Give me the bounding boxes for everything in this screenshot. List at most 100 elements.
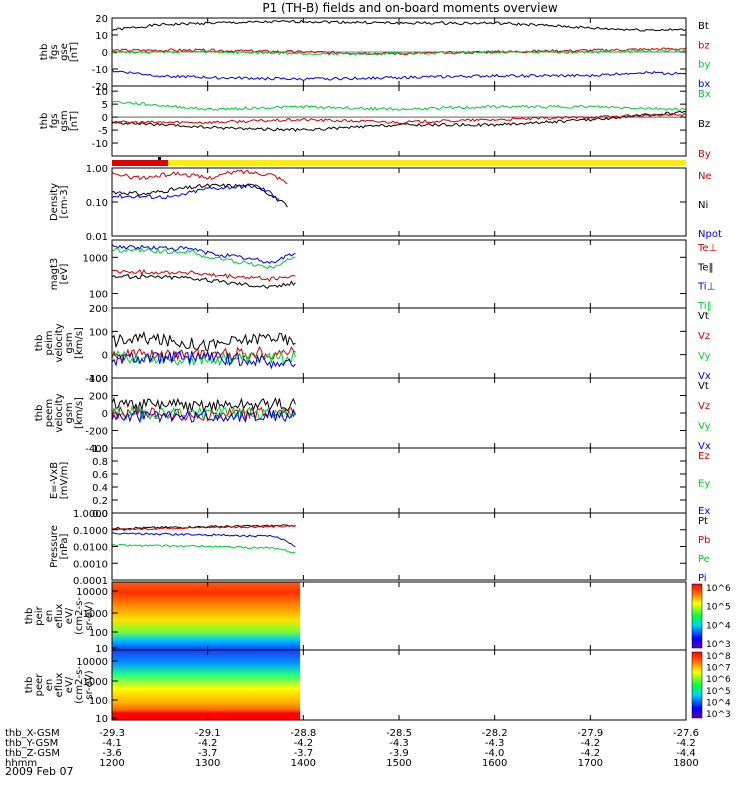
panel-8: 1.0000 0.1000 0.0100 0.0010 0.0001Pressure[n… [49,509,710,587]
legend-entry: By [698,149,711,160]
y-tick-label: -20 [92,82,108,93]
colorbar-tick-label: 10^5 [706,603,731,613]
state-bar-red [112,160,168,166]
legend-entry: Te‖ [697,262,714,273]
panel-frame [111,85,687,157]
legend-entry: Vy [698,421,711,432]
ephemeris-value: 1800 [673,758,698,769]
panel-7: 1.0 0.8 0.6 0.4 0.2 0.0 E=-VxB[mV/m] Ez Ey Ex [49,444,710,520]
date-label: 2009 Feb 07 [5,765,73,778]
legend-entry: Pt [698,516,708,527]
y-tick-label: -10 [92,65,108,76]
figure-title: P1 (TH-B) fields and on-board moments ov… [262,1,558,15]
y-tick-label: 100 [89,696,108,707]
y-tick-label: 10000 [76,657,108,668]
y-tick-label: 200 [89,392,108,403]
legend-entry: bx [698,79,710,90]
legend-entry: Pb [698,535,710,546]
colorbar-tick-label: 10^3 [706,640,731,650]
legend-entry: Bx [698,89,711,100]
y-tick-label: 0.0100 [73,543,108,554]
spectrogram-image [112,650,301,720]
series-line-bx [111,69,687,81]
panel-4: 1000 100 magt3[eV] Te⊥ Te‖ Ti⊥ Ti‖ [49,239,717,312]
y-tick-label: 10 [95,644,108,655]
colorbar-tick-label: 10^6 [706,584,731,594]
ephemeris-value: -3.9 [389,748,409,759]
ephemeris-value: 1700 [578,758,603,769]
legend-entry: Ey [698,479,710,490]
y-tick-label: -400 [85,444,108,455]
y-tick-label: 10 [95,31,108,42]
legend-entry: Vz [698,401,710,412]
ephemeris-label: thb_Y-GSM [5,738,58,749]
y-tick-label: 0.1000 [73,526,108,537]
y-tick-label: 0 [102,113,108,124]
y-tick-label: 1000 [83,253,108,264]
ephemeris-value: -27.6 [673,728,699,739]
y-tick-label: -100 [85,374,108,385]
y-axis-label: Pressure[nPa] [49,525,70,568]
ephemeris-value: -4.2 [294,738,314,749]
y-tick-label: 400 [89,374,108,385]
y-axis-label: E=-VxB[mV/m] [49,462,70,500]
legend-entry: Pe [698,554,710,565]
ephemeris-value: -28.5 [386,728,412,739]
ephemeris-value: -28.8 [290,728,316,739]
ephemeris-value: -4.3 [485,738,505,749]
series-line-by [112,48,687,56]
ephemeris-value: 1300 [195,758,220,769]
y-axis-label: thbfgsgse[nT] [39,42,80,62]
state-bar-yellow [168,160,686,166]
panel-2: 10 5 0 -5 -10 thbfgsgsm[nT] Bx Bz By [39,85,711,160]
ephemeris-value: -4.2 [581,748,601,759]
legend-entry: Vx [698,441,711,452]
colorbar [691,583,703,649]
ephemeris-value: 1500 [386,758,411,769]
ephemeris-value: 1600 [482,758,507,769]
series-line-By [111,112,687,125]
y-tick-label: 0.6 [92,470,108,481]
panel-6: 400 200 0 -200 -400 thbpeemvelocitygsm[km/s] V… [34,374,711,455]
panel-frame [111,447,687,514]
y-tick-label: 0.2 [92,496,108,507]
ephemeris-value: -29.1 [195,728,221,739]
series-line-Ne [111,169,288,184]
colorbar-tick-label: 10^5 [706,687,731,697]
legend-entry: Ti‖ [697,301,712,312]
y-tick-label: 1.0 [92,444,108,455]
legend-entry: Vz [698,331,710,342]
y-tick-label: 1000 [83,677,108,688]
y-tick-label: 0.10 [86,198,108,209]
y-tick-label: 0 [102,409,108,420]
panel-10: 10^8 10^710^6 10^510^4 10^3 10000 1000 100 10th… [24,649,731,725]
ephemeris-value: -3.7 [294,748,314,759]
spectrogram-image [112,582,301,650]
ephemeris-label: thb_X-GSM [5,728,60,739]
legend-entry: Ni [698,200,708,211]
y-tick-label: -200 [85,427,108,438]
ephemeris-value: 1200 [99,758,124,769]
series-line-Npot [111,184,280,200]
y-tick-label: 0.0 [92,509,108,520]
colorbar-tick-label: 10^3 [706,710,731,720]
y-tick-label: 10 [95,714,108,725]
y-tick-label: 1.0000 [73,509,108,520]
series-line-Te⊥ [111,268,296,282]
y-tick-label: 0.4 [92,483,108,494]
y-axis-label: thbpeerenefluxeV/(cm2-s-sr-eV) [24,666,95,704]
series-line-Vy [111,349,296,367]
legend-entry: by [698,60,710,71]
ephemeris-label: thb_Z-GSM [5,748,60,759]
y-tick-label: 10000 [76,587,108,598]
legend-entry: Vt [698,381,709,392]
y-tick-label: 0 [102,351,108,362]
panel-frame [111,167,687,237]
series-line-Vx [111,408,296,424]
legend-entry: Te⊥ [697,243,717,254]
y-tick-label: 0.0001 [73,576,108,587]
ephemeris-value: -27.9 [577,728,603,739]
legend-entry: Vy [698,351,711,362]
y-tick-label: 1000 [83,609,108,620]
